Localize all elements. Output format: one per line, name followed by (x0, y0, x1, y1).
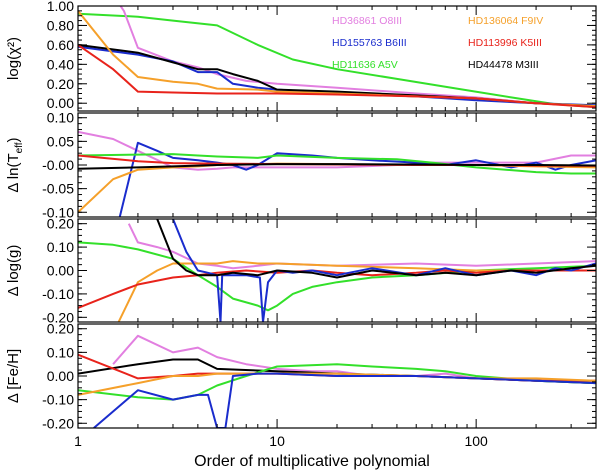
legend-entry-hd44478: HD44478 M3III (468, 59, 539, 71)
x-tick-label: 1 (74, 433, 82, 449)
y-tick-label: -0.00 (42, 157, 74, 173)
y-tick-label: 0.60 (47, 37, 74, 53)
y-tick-label: 1.00 (47, 0, 74, 14)
y-tick-label: 0.80 (47, 17, 74, 33)
y-tick-label: 0.00 (47, 95, 74, 111)
series-group (78, 219, 596, 322)
series-line-hd36861 (119, 6, 596, 108)
y-tick-label: -0.20 (42, 309, 74, 325)
series-line-hd11636 (78, 12, 596, 109)
legend-entry-hd136064: HD136064 F9IV (468, 15, 543, 27)
series-line-hd136064 (117, 260, 596, 322)
panel-teff: 0.10 0.05 -0.00 -0.05 -0.10 Δ ln(Teff) (5, 110, 597, 220)
legend-entry-hd113996: HD113996 K5III (468, 37, 542, 49)
x-axis-label: Order of multiplicative polynomial (194, 453, 430, 470)
series-line-hd36861 (112, 334, 596, 382)
y-tick-label: 0.40 (47, 56, 74, 72)
y-tick-label: -0.20 (42, 415, 74, 431)
series-group (78, 130, 596, 217)
x-tick-label: 10 (269, 433, 285, 449)
y-axis-label-chi2: log(χ²) (5, 37, 22, 80)
series-group (78, 334, 596, 428)
series-line-hd155763 (93, 372, 596, 428)
y-tick-label: 0.10 (47, 344, 74, 360)
y-tick-label: 0.20 (47, 321, 74, 337)
series-line-hd44478 (78, 163, 596, 170)
legend-entry-hd155763: HD155763 B6III (332, 37, 407, 49)
legend: HD36861 O8III HD136064 F9IV HD155763 B6III… (332, 15, 543, 71)
panel-logg: 0.20 0.10 0.00 -0.10 -0.20 Δ log(g) (5, 216, 597, 325)
y-axis-label-teff: Δ ln(Teff) (5, 137, 25, 192)
y-tick-label: 0.00 (47, 368, 74, 384)
y-tick-label: -0.10 (42, 286, 74, 302)
y-tick-label: -0.10 (42, 204, 74, 220)
legend-entry-hd11636: HD11636 A5V (332, 59, 398, 71)
series-line-hd44478 (156, 219, 596, 279)
legend-entry-hd36861: HD36861 O8III (332, 15, 402, 27)
x-tick-label: 100 (464, 433, 488, 449)
y-axis-label-feh: Δ [Fe/H] (5, 349, 22, 403)
y-tick-label: 0.05 (47, 133, 74, 149)
y-tick-label: 0.10 (47, 110, 74, 126)
series-line-hd36861 (78, 130, 596, 171)
y-axis-label-logg: Δ log(g) (5, 245, 22, 297)
panel-feh: 0.20 0.10 0.00 -0.10 -0.20 Δ [Fe/H] (5, 321, 597, 431)
y-tick-label: 0.20 (47, 216, 74, 232)
panels: 1.00 0.80 0.60 0.40 0.20 0.00 log(χ²) 0.10 0.05 -… (5, 0, 597, 449)
y-tick-label: 0.00 (47, 263, 74, 279)
series-group (78, 6, 596, 109)
y-tick-label: 0.20 (47, 76, 74, 92)
series-line-hd11636 (78, 153, 596, 175)
panel-chi2: 1.00 0.80 0.60 0.40 0.20 0.00 log(χ²) (5, 0, 597, 112)
series-line-hd36861 (127, 223, 596, 270)
series-line-hd113996 (78, 44, 596, 109)
y-tick-label: -0.05 (42, 181, 74, 197)
y-tick-label: 0.10 (47, 239, 74, 255)
y-tick-label: -0.10 (42, 392, 74, 408)
series-line-hd11636 (78, 241, 596, 312)
